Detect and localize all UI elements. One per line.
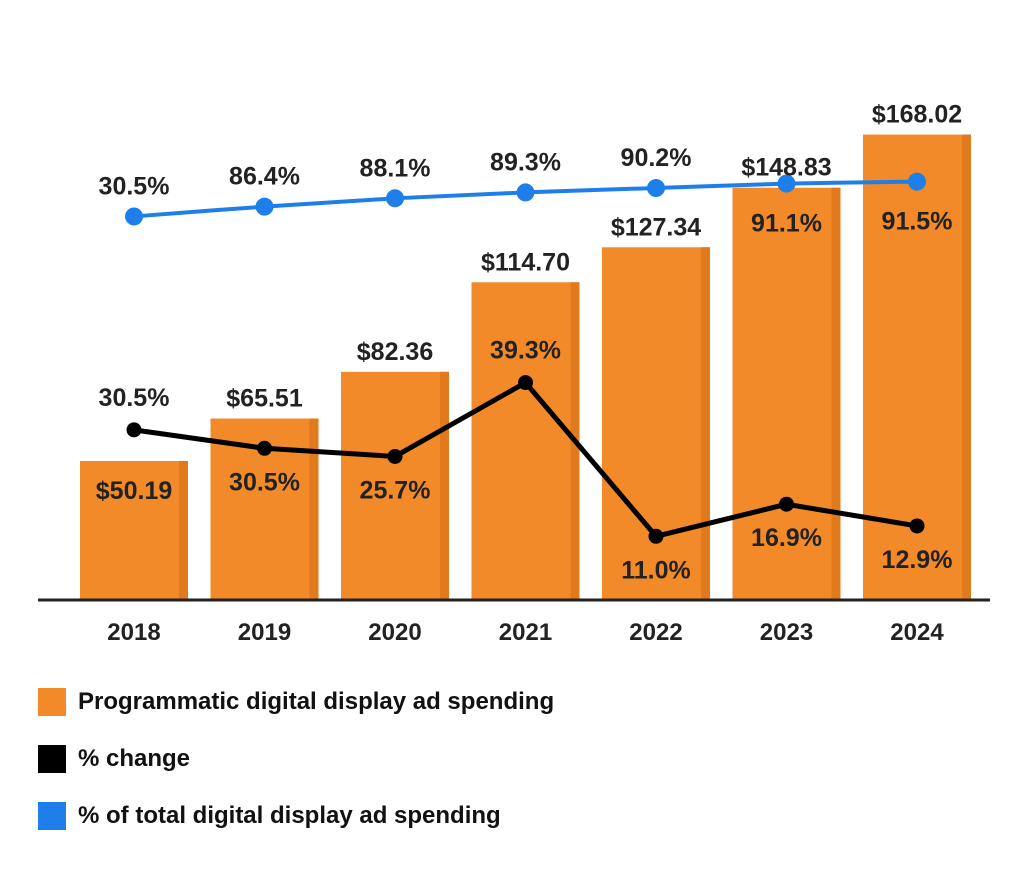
bar-2020 — [341, 371, 449, 600]
share-value-label-2024: 91.5% — [882, 208, 953, 236]
bar-2023 — [732, 187, 841, 600]
change-point-2024 — [909, 518, 925, 534]
x-tick-label-2018: 2018 — [107, 619, 160, 646]
change-value-label-2020: 25.7% — [360, 476, 431, 504]
bar-2021 — [471, 282, 580, 600]
bar-value-label-2021: $114.70 — [481, 248, 570, 276]
legend-item-share: % of total digital display ad spending — [38, 798, 554, 834]
share-value-label-2021: 89.3% — [490, 148, 561, 176]
x-tick-label-2019: 2019 — [238, 619, 291, 646]
bar-shade-2024 — [962, 134, 971, 600]
bar-value-label-2022: $127.34 — [611, 213, 701, 241]
change-point-2020 — [387, 448, 403, 464]
share-value-label-2020: 88.1% — [360, 154, 431, 182]
change-point-2019 — [257, 440, 272, 456]
legend-swatch-change — [38, 745, 66, 773]
change-value-label-2023: 16.9% — [751, 524, 822, 552]
x-tick-label-2022: 2022 — [629, 619, 682, 646]
share-value-label-2023: 91.1% — [751, 210, 822, 238]
bar-shade-2020 — [440, 371, 449, 600]
bar-value-label-2020: $82.36 — [357, 338, 433, 366]
x-tick-label-2021: 2021 — [499, 619, 552, 646]
bar-shade-2018 — [179, 460, 188, 600]
x-tick-label-2024: 2024 — [890, 619, 944, 646]
bars-layer — [80, 134, 971, 601]
legend-swatch-spending — [38, 688, 66, 716]
x-tick-label-2023: 2023 — [760, 619, 813, 646]
bar-2018 — [80, 460, 188, 600]
share-value-label-2022: 90.2% — [621, 144, 692, 172]
legend-label-share: % of total digital display ad spending — [78, 802, 501, 829]
legend-label-change: % change — [78, 745, 191, 772]
share-point-2024 — [908, 172, 926, 191]
change-value-label-2022: 11.0% — [621, 556, 691, 584]
bar-shade-2022 — [701, 247, 710, 601]
change-point-2022 — [648, 528, 664, 544]
legend-item-change: % change — [38, 741, 554, 777]
share-point-2023 — [777, 174, 796, 193]
bar-2022 — [602, 247, 710, 601]
labels-layer: $50.19 2018 $65.51 2019 $82.36 2020 $114.70 202… — [96, 101, 962, 646]
change-point-2018 — [126, 422, 142, 438]
share-point-2018 — [125, 207, 143, 226]
share-point-2019 — [255, 197, 274, 216]
share-value-label-2018: 30.5% — [99, 172, 170, 200]
legend-swatch-share — [38, 802, 66, 830]
change-value-label-2021: 39.3% — [490, 337, 561, 365]
change-point-2023 — [779, 496, 794, 512]
bar-shade-2019 — [309, 418, 319, 600]
lines-layer — [125, 172, 926, 544]
share-point-2021 — [516, 183, 535, 202]
bar-value-label-2019: $65.51 — [226, 385, 303, 413]
legend: Programmatic digital display ad spending… — [38, 684, 554, 855]
share-value-label-2019: 86.4% — [229, 163, 300, 191]
change-value-label-2024: 12.9% — [882, 546, 953, 574]
legend-label-spending: Programmatic digital display ad spending — [78, 688, 555, 715]
share-point-2022 — [647, 179, 665, 198]
x-tick-label-2020: 2020 — [368, 619, 421, 646]
bar-value-label-2023: $148.83 — [741, 154, 831, 182]
bar-value-label-2024: $168.02 — [872, 101, 962, 129]
change-value-label-2019: 30.5% — [229, 468, 300, 496]
bar-value-label-2018: $50.19 — [96, 477, 172, 505]
share-point-2020 — [386, 189, 404, 208]
bar-shade-2023 — [831, 187, 841, 600]
legend-item-spending: Programmatic digital display ad spending — [38, 684, 554, 720]
change-value-label-2018: 30.5% — [99, 384, 170, 412]
change-point-2021 — [518, 375, 533, 391]
